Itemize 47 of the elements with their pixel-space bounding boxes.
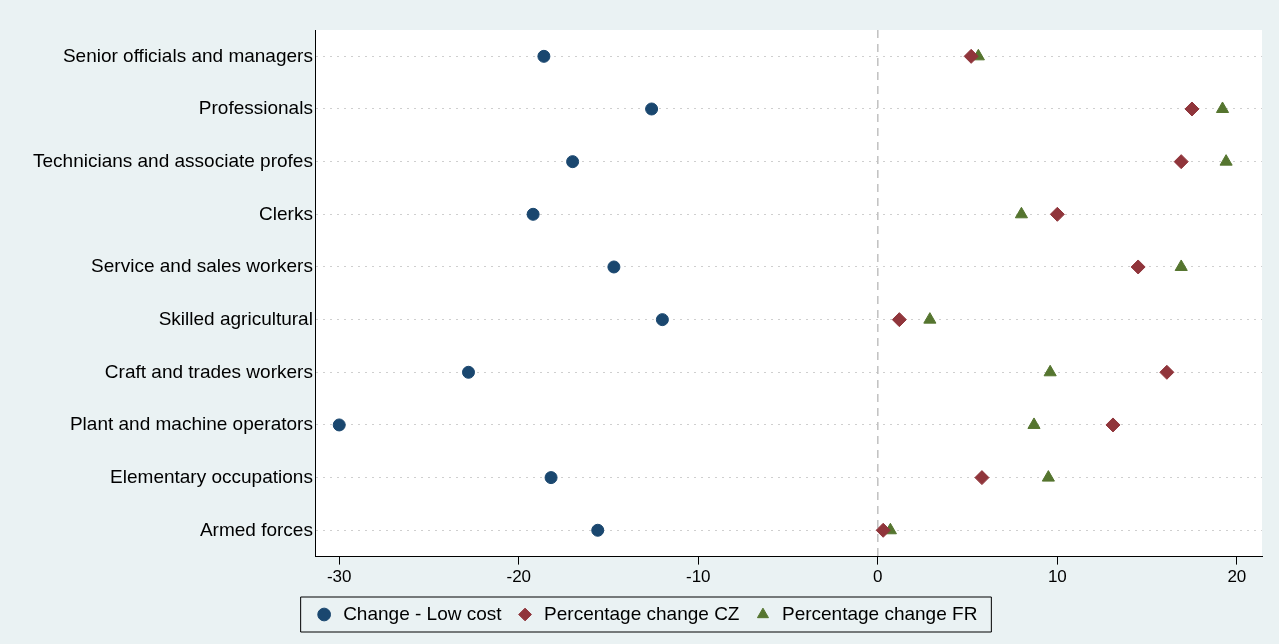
y-tick-label: Elementary occupations bbox=[110, 465, 313, 487]
x-tick-label: 0 bbox=[873, 567, 883, 587]
point bbox=[1049, 206, 1065, 222]
point bbox=[461, 365, 475, 379]
point bbox=[537, 49, 551, 63]
point bbox=[1219, 154, 1233, 166]
point bbox=[1043, 364, 1057, 377]
point bbox=[1130, 259, 1146, 275]
legend-label: Percentage change FR bbox=[781, 602, 978, 624]
point bbox=[591, 523, 605, 537]
x-tick-label: 20 bbox=[1227, 567, 1247, 587]
point bbox=[875, 522, 891, 538]
legend-label: Change - Low cost bbox=[343, 602, 503, 624]
point bbox=[566, 155, 580, 169]
point bbox=[963, 48, 979, 64]
point bbox=[526, 207, 540, 221]
point bbox=[891, 312, 907, 328]
point bbox=[645, 102, 659, 116]
point bbox=[1027, 417, 1041, 429]
point bbox=[1184, 101, 1200, 117]
x-tick-label: -10 bbox=[685, 567, 711, 587]
y-tick-label: Armed forces bbox=[199, 518, 313, 540]
y-tick-label: Service and sales workers bbox=[91, 255, 313, 277]
y-tick-label: Technicians and associate profes bbox=[33, 149, 313, 171]
point bbox=[1105, 417, 1121, 433]
point bbox=[607, 260, 621, 274]
y-tick-label: Craft and trades workers bbox=[104, 360, 313, 382]
y-tick-label: Senior officials and managers bbox=[62, 44, 313, 66]
point bbox=[974, 470, 990, 486]
x-tick-label: -20 bbox=[506, 567, 532, 587]
y-tick-label: Professionals bbox=[198, 97, 313, 119]
x-tick-label: -30 bbox=[326, 567, 352, 587]
point bbox=[1215, 101, 1230, 113]
y-tick-label: Skilled agricultural bbox=[158, 307, 313, 329]
point bbox=[1014, 206, 1028, 219]
point bbox=[1174, 259, 1188, 271]
point bbox=[1173, 154, 1189, 170]
legend-label: Percentage change CZ bbox=[544, 602, 740, 624]
point bbox=[655, 313, 669, 327]
point bbox=[1159, 364, 1175, 380]
point bbox=[544, 471, 558, 485]
y-tick-label: Plant and machine operators bbox=[69, 413, 313, 435]
point bbox=[1041, 470, 1055, 482]
x-tick-label: 10 bbox=[1047, 567, 1067, 587]
point bbox=[332, 418, 346, 432]
y-tick-label: Clerks bbox=[259, 202, 313, 224]
point bbox=[923, 312, 937, 324]
